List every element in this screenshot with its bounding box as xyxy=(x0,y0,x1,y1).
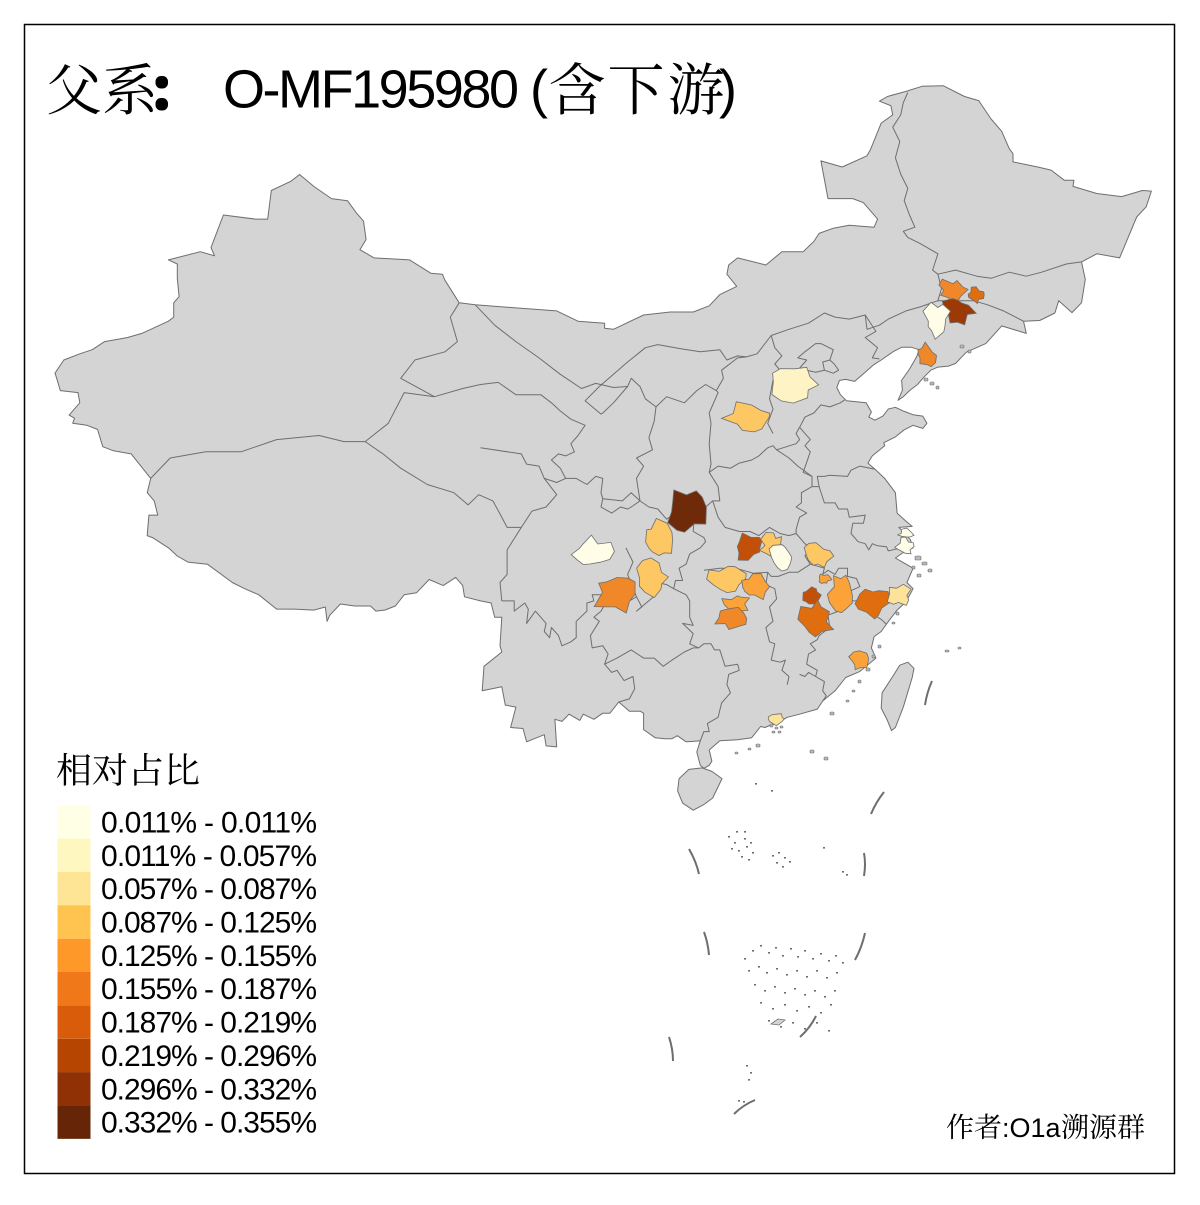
svg-text:0.296% - 0.332%: 0.296% - 0.332% xyxy=(101,1073,317,1106)
svg-text:0.125% - 0.155%: 0.125% - 0.155% xyxy=(101,940,317,973)
svg-text:0.155% - 0.187%: 0.155% - 0.187% xyxy=(101,973,317,1006)
svg-text:(: ( xyxy=(530,60,548,120)
svg-text:0.057% - 0.087%: 0.057% - 0.087% xyxy=(101,873,317,906)
svg-text:O-MF195980: O-MF195980 xyxy=(223,60,519,120)
svg-text:0.187% - 0.219%: 0.187% - 0.219% xyxy=(101,1007,317,1040)
svg-text::O1a: :O1a xyxy=(1002,1113,1062,1143)
svg-text:0.219% - 0.296%: 0.219% - 0.296% xyxy=(101,1040,317,1073)
svg-text:0.087% - 0.125%: 0.087% - 0.125% xyxy=(101,907,317,940)
svg-text:0.332% - 0.355%: 0.332% - 0.355% xyxy=(101,1107,317,1140)
svg-text:0.011% - 0.011%: 0.011% - 0.011% xyxy=(101,807,317,840)
svg-text:0.011% - 0.057%: 0.011% - 0.057% xyxy=(101,840,317,873)
svg-text:): ) xyxy=(719,60,737,120)
